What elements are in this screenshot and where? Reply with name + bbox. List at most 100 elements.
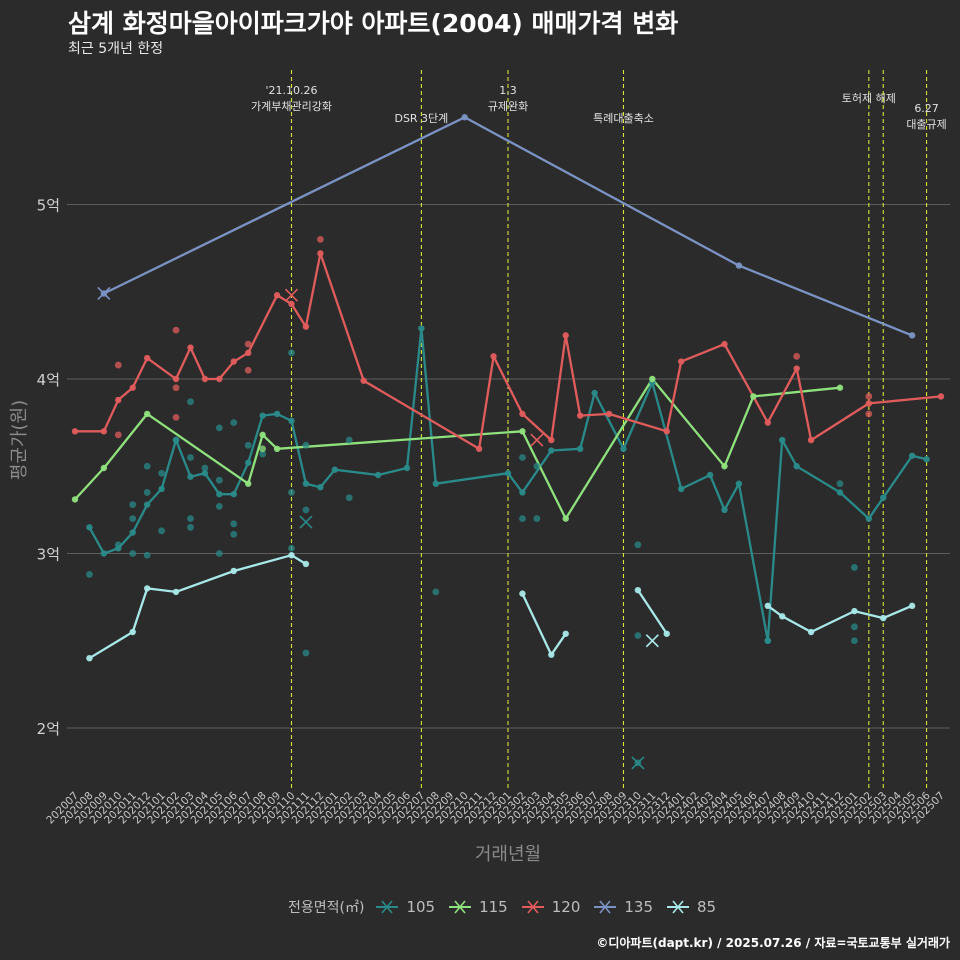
legend-swatch-x	[527, 900, 539, 914]
series-point-135	[908, 332, 916, 339]
series-point-105	[288, 417, 295, 425]
y-tick-label: 4억	[37, 371, 60, 389]
scatter-point-105	[345, 436, 353, 444]
legend-label: 135	[624, 898, 654, 916]
series-point-120	[663, 428, 670, 435]
scatter-point-105	[230, 530, 238, 538]
scatter-point-105	[519, 515, 526, 522]
series-point-115	[273, 445, 281, 452]
y-tick-label: 3억	[37, 546, 60, 564]
series-point-105	[865, 515, 873, 522]
series-point-85	[764, 602, 771, 610]
series-point-105	[129, 529, 136, 536]
series-line-135	[103, 116, 913, 337]
scatter-point-105	[230, 520, 238, 528]
scatter-point-120	[865, 393, 873, 400]
scatter-point-105	[764, 637, 772, 645]
series-point-105	[418, 325, 425, 332]
scatter-point-105	[851, 637, 858, 645]
series-point-85	[807, 628, 815, 636]
legend-item-105: 105	[374, 898, 435, 916]
event-label: 대출규제	[906, 118, 946, 131]
series-point-85	[562, 630, 569, 637]
scatter-point-105	[345, 494, 353, 502]
scatter-point-105	[215, 424, 223, 432]
series-point-120	[490, 353, 497, 360]
series-point-115	[519, 428, 526, 435]
series-point-85	[634, 586, 642, 594]
legend-swatch-x	[672, 900, 684, 914]
scatter-point-105	[172, 436, 180, 444]
x-marker-105	[299, 515, 313, 529]
chart-title: 삼계 화정마을아이파크가야 아파트(2004) 매매가격 변화	[68, 9, 679, 38]
scatter-point-120	[316, 236, 324, 243]
scatter-point-105	[288, 544, 295, 552]
series-points	[71, 114, 945, 770]
legend-swatch-icon	[449, 900, 472, 914]
series-point-120	[519, 410, 526, 418]
scatter-point-105	[187, 523, 194, 531]
scatter-point-105	[533, 462, 541, 470]
scatter-point-105	[215, 476, 223, 484]
series-point-105	[620, 445, 627, 452]
series-point-115	[562, 515, 569, 522]
series-line-85	[88, 554, 307, 660]
scatter-point-105	[288, 489, 295, 496]
x-marker-120	[284, 288, 299, 302]
scatter-point-105	[187, 454, 194, 461]
series-point-105	[504, 470, 512, 477]
series-point-105	[100, 550, 108, 557]
series-point-115	[100, 464, 108, 472]
series-point-105	[591, 389, 598, 397]
series-point-85	[172, 588, 180, 596]
legend-label: 105	[406, 898, 436, 916]
series-point-105	[143, 501, 151, 508]
y-axis-label: 평균가(원)	[9, 400, 30, 480]
scatter-point-105	[634, 541, 642, 549]
series-point-120	[100, 428, 108, 435]
event-label: '21.10.26	[265, 84, 317, 97]
series-point-105	[908, 452, 916, 459]
legend-label: 85	[697, 898, 717, 916]
scatter-point-120	[114, 361, 122, 369]
scatter-point-105	[851, 564, 858, 571]
scatter-point-120	[793, 352, 801, 360]
x-tick-labels: 2020072020082020092020102020112020122021…	[44, 789, 947, 826]
legend-item-120: 120	[520, 898, 581, 916]
x-marker-135	[97, 286, 111, 301]
scatter-point-105	[836, 480, 844, 488]
legend-item-135: 135	[592, 898, 653, 916]
scatter-point-120	[172, 413, 180, 421]
series-point-85	[86, 655, 93, 662]
series-point-105	[548, 447, 555, 454]
series-point-120	[937, 393, 945, 400]
series-point-120	[201, 375, 209, 383]
legend: 전용면적(㎡) 105 115 120 135 85	[288, 896, 728, 918]
scatter-point-105	[519, 454, 526, 461]
series-point-105	[302, 480, 310, 487]
series-point-105	[158, 485, 165, 493]
series-point-105	[923, 456, 930, 463]
legend-items: 105 115 120 135 85	[374, 898, 728, 916]
series-point-120	[302, 323, 310, 330]
legend-label: 120	[551, 898, 581, 916]
y-tick-labels: 2억 3억 4억 5억	[37, 197, 60, 739]
scatter-point-120	[114, 431, 122, 439]
series-point-105	[779, 436, 786, 444]
scatter-point-120	[865, 410, 873, 418]
event-label: DSR 3단계	[394, 112, 448, 125]
series-point-120	[721, 340, 728, 348]
series-point-85	[548, 651, 555, 658]
series-point-120	[562, 332, 569, 339]
series-point-85	[663, 630, 670, 637]
series-point-120	[865, 400, 873, 407]
scatter-point-115	[259, 445, 267, 453]
scatter-point-105	[158, 469, 166, 477]
event-label: 가계부채관리강화	[251, 100, 332, 113]
series-point-105	[187, 473, 194, 480]
series-point-85	[230, 567, 237, 575]
legend-swatch-icon	[594, 900, 617, 914]
series-point-105	[793, 463, 800, 470]
event-label: 6.27	[914, 102, 939, 115]
